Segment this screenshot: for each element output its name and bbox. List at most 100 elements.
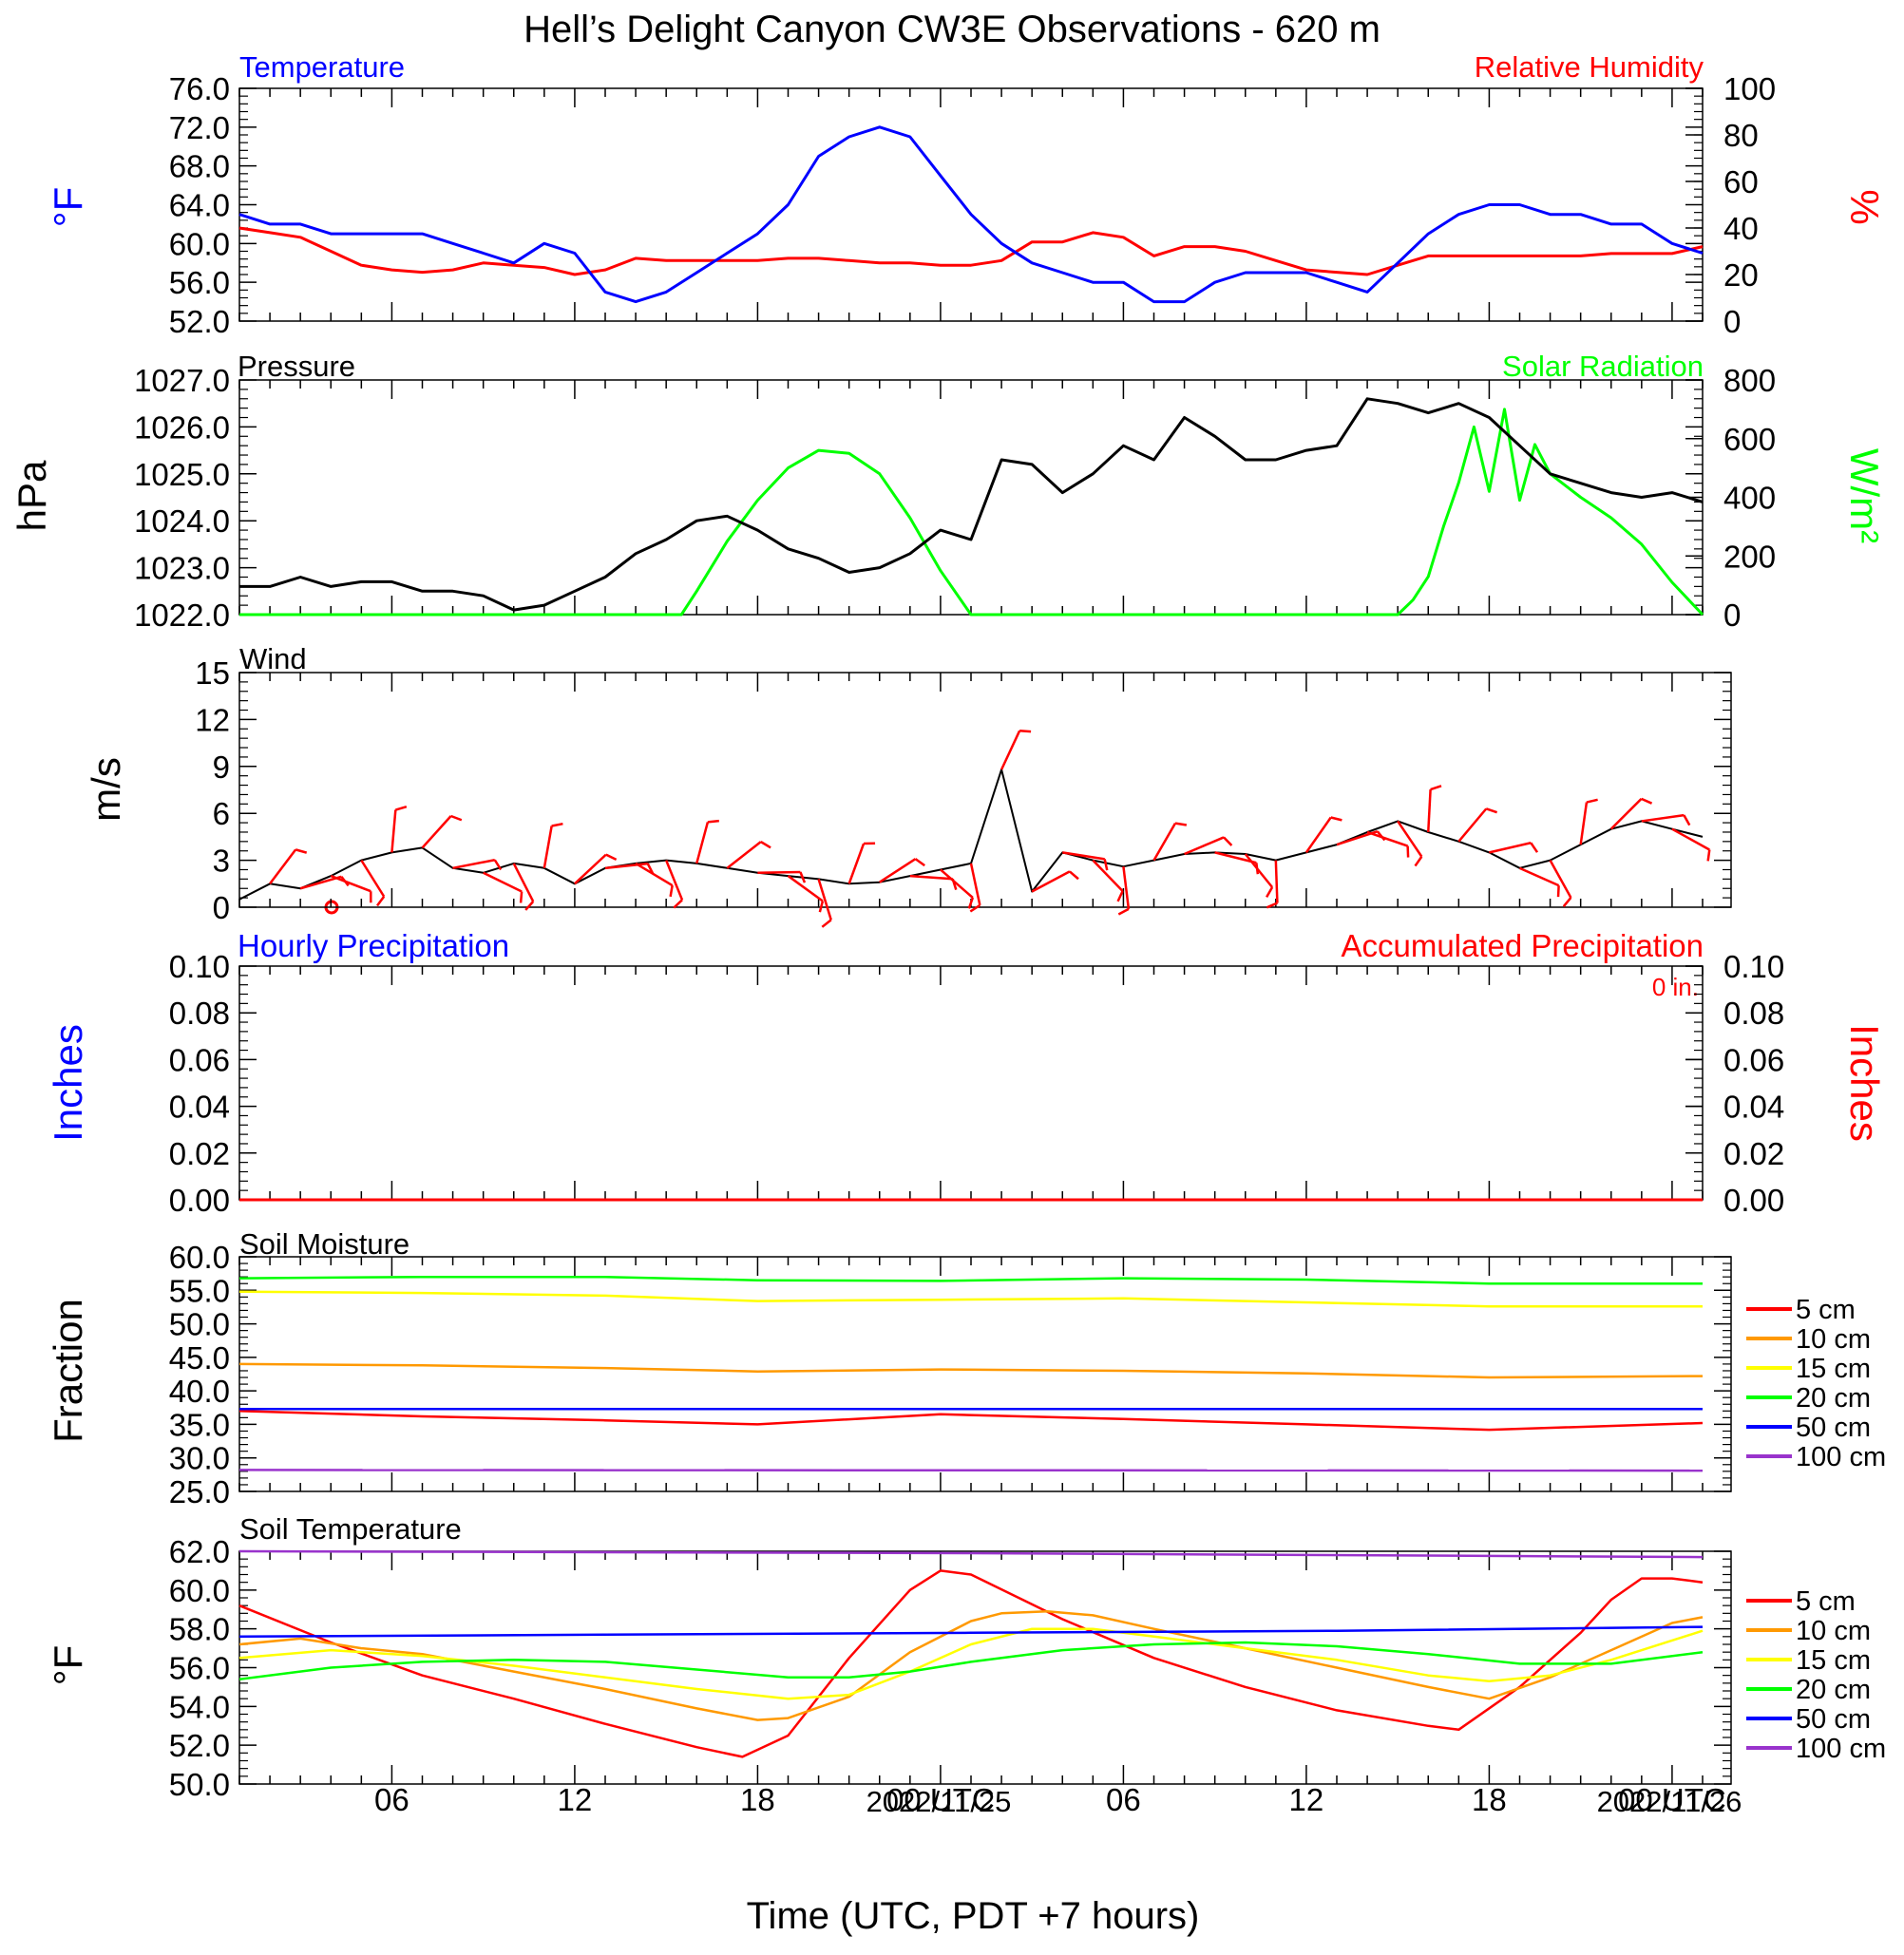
x-tick-label: 00 UTC [886, 1782, 995, 1817]
wind-barb-flag [493, 859, 503, 871]
wind-barb [1609, 797, 1643, 830]
wind-barb [1152, 823, 1177, 862]
solar-series-line [239, 408, 1704, 617]
wind-barb [1092, 859, 1124, 892]
soil-moisture-tick-label: 45.0 [169, 1340, 230, 1376]
wind-barb [574, 853, 607, 885]
solar-title: Solar Radiation [1502, 350, 1704, 383]
wind-barb-flag [295, 848, 308, 854]
soil-temperature-tick-label: 56.0 [169, 1651, 230, 1686]
wind-tick-label: 0 [213, 890, 230, 925]
wind-barb [1000, 730, 1021, 770]
wind-barb-flag [818, 901, 825, 913]
wind-barb [543, 826, 553, 869]
panel-temperature-humidity: Temperature Relative Humidity °F % 76.0 7… [46, 50, 1887, 339]
hourly-precip-tick-label: 0.00 [169, 1183, 230, 1218]
soil-temperature-4-line [238, 1641, 1704, 1681]
solar-tick-label: 0 [1723, 598, 1741, 633]
wind-barb [847, 843, 866, 884]
wind-barb-flag [1641, 797, 1653, 805]
wind-barb-flag [1116, 890, 1124, 902]
wind-barb [1427, 788, 1432, 833]
wind-barb [452, 859, 495, 870]
temperature-series-line [238, 125, 1704, 304]
temperature-tick-label: 72.0 [169, 110, 230, 145]
x-axis: 2022/11/25 2022/11/26 Time (UTC, PDT +7 … [374, 1782, 1742, 1937]
pressure-title: Pressure [238, 350, 355, 383]
solar-tick-label: 600 [1723, 422, 1776, 457]
accum-precip-tick-label: 0.06 [1723, 1042, 1784, 1077]
wind-barb-flag [1266, 886, 1274, 899]
soil-moisture-tick-label: 55.0 [169, 1273, 230, 1308]
temperature-title: Temperature [239, 50, 405, 84]
wind-barb-flag [1414, 856, 1423, 867]
soil-temperature-tick-label: 54.0 [169, 1689, 230, 1724]
x-tick-label: 12 [1289, 1782, 1324, 1817]
wind-barb-flag [394, 805, 408, 811]
panel-precipitation: Hourly Precipitation Accumulated Precipi… [46, 928, 1887, 1218]
wind-barb [330, 874, 371, 893]
wind-barb-flag [707, 819, 719, 824]
temperature-tick-label: 68.0 [169, 149, 230, 184]
soil-moisture-3-line [238, 1290, 1703, 1308]
wind-barb [635, 862, 674, 887]
solar-axis-unit: W/m² [1842, 448, 1887, 543]
wind-barb [483, 871, 523, 893]
wind-barb-flag [967, 897, 975, 909]
legend-label: 100 cm [1796, 1442, 1886, 1472]
soil-temperature-2-line [238, 1610, 1704, 1721]
soil-moisture-tick-label: 40.0 [169, 1374, 230, 1409]
wind-tick-label: 3 [213, 844, 230, 879]
accum-precip-axis-unit: Inches [1842, 1024, 1887, 1142]
wind-barb-flag [1174, 822, 1188, 826]
soil-moisture-axis-unit: Fraction [46, 1299, 90, 1443]
accum-precip-tick-label: 0.00 [1723, 1183, 1784, 1218]
humidity-tick-label: 60 [1723, 164, 1759, 199]
wind-barb [726, 841, 762, 869]
wind-tick-label: 15 [195, 655, 230, 691]
panel-soil-temperature: Soil Temperature °F 62.0 60.0 58.0 56.054.0… [46, 1512, 1886, 1802]
st-plot-frame [238, 1550, 1732, 1785]
legend-label: 50 cm [1796, 1704, 1871, 1735]
wind-barb [1274, 860, 1279, 903]
wind-barb-flag [1266, 902, 1278, 909]
wind-barb [1244, 853, 1274, 888]
wind-barb-flag [519, 891, 524, 903]
soil-temperature-3-line [238, 1627, 1704, 1700]
pressure-tick-label: 1025.0 [134, 457, 230, 492]
hourly-precip-axis-unit: Inches [46, 1024, 90, 1142]
pressure-tick-label: 1026.0 [134, 409, 230, 445]
temperature-tick-label: 56.0 [169, 265, 230, 300]
soil-temperature-tick-label: 60.0 [169, 1573, 230, 1608]
soil-temperature-title: Soil Temperature [239, 1512, 462, 1546]
wind-barb-flag [1430, 785, 1442, 791]
hourly-precip-title: Hourly Precipitation [238, 928, 509, 963]
accum-precip-tick-label: 0.02 [1723, 1136, 1784, 1171]
wind-barb [969, 863, 981, 906]
humidity-tick-label: 100 [1723, 71, 1776, 106]
wind-barb-flag [1530, 842, 1539, 853]
wind-barb [421, 815, 452, 849]
temperature-tick-label: 76.0 [169, 71, 230, 106]
x-tick-label: 12 [558, 1782, 593, 1817]
temperature-tick-label: 60.0 [169, 226, 230, 261]
soil-temperature-tick-label: 50.0 [169, 1767, 230, 1802]
wind-barb-flag [375, 896, 386, 907]
wind-barb-flag [1117, 907, 1130, 916]
wind-barb [817, 878, 832, 921]
wind-barb [1062, 851, 1105, 861]
solar-tick-label: 400 [1723, 481, 1776, 516]
x-tick-label: 00 UTC [1618, 1782, 1726, 1817]
soil-moisture-tick-label: 30.0 [169, 1441, 230, 1476]
solar-tick-label: 200 [1723, 539, 1776, 574]
humidity-title: Relative Humidity [1475, 50, 1704, 84]
soil-moisture-tick-label: 25.0 [169, 1474, 230, 1509]
soil-moisture-4-line [238, 1275, 1703, 1285]
accum-precip-tick-label: 0.04 [1723, 1090, 1784, 1125]
pressure-tick-label: 1024.0 [134, 503, 230, 539]
wind-barb-flag [551, 822, 563, 827]
soil-temperature-tick-label: 58.0 [169, 1612, 230, 1647]
pressure-tick-label: 1023.0 [134, 551, 230, 586]
wind-barb [1641, 813, 1685, 823]
accum-precip-title: Accumulated Precipitation [1341, 928, 1704, 963]
